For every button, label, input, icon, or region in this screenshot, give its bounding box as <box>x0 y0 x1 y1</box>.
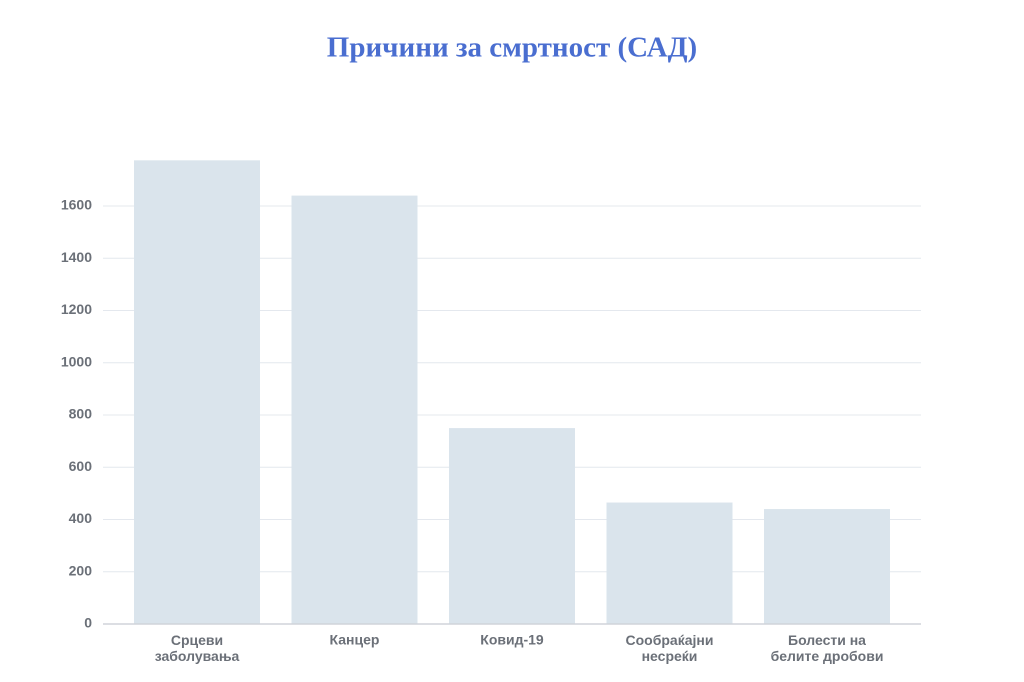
y-tick-label: 400 <box>69 510 93 526</box>
bar <box>291 195 418 624</box>
y-tick-label: 1000 <box>61 353 92 369</box>
x-tick-label: Срцеви заболувања <box>155 632 240 664</box>
x-tick-label: Канцер <box>330 632 380 648</box>
y-tick-label: 0 <box>84 615 92 631</box>
x-tick-label: Болести на белите дробови <box>771 632 884 664</box>
y-tick-label: 1400 <box>61 249 92 265</box>
bar <box>134 160 260 624</box>
bar <box>606 502 733 624</box>
y-tick-label: 1200 <box>61 301 92 317</box>
y-tick-label: 200 <box>69 562 93 578</box>
x-tick-label: Ковид-19 <box>480 632 544 648</box>
bar <box>764 509 890 624</box>
y-tick-label: 800 <box>69 406 93 422</box>
y-tick-label: 1600 <box>61 197 92 213</box>
x-tick-label: Сообраќајни несреќи <box>626 632 714 664</box>
bar <box>449 428 575 624</box>
chart-title: Причини за смртност (САД) <box>327 32 697 64</box>
y-tick-label: 600 <box>69 458 93 474</box>
